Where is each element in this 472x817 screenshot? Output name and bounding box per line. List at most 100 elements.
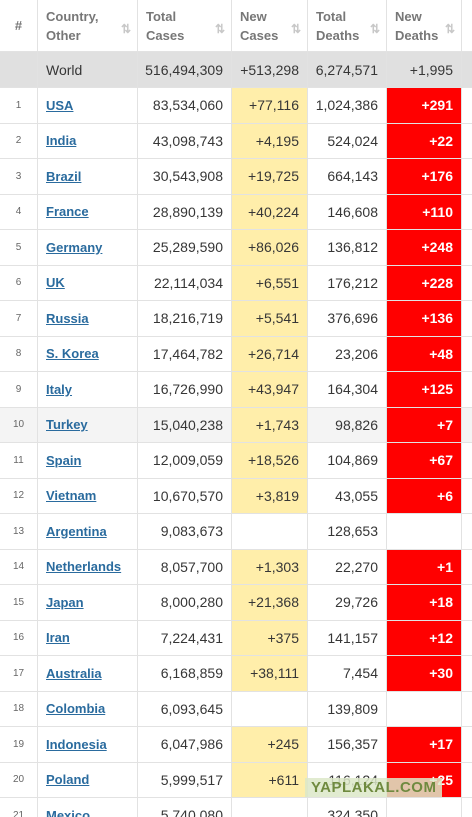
column-header-text[interactable]: New Cases [240, 8, 279, 43]
country-link[interactable]: Italy [38, 372, 138, 408]
new-cases-text: +26,714 [248, 345, 299, 362]
total-deaths-text: 43,055 [335, 487, 378, 504]
new-cases: +6,551 [232, 265, 308, 301]
country-link-text[interactable]: Germany [46, 239, 103, 255]
country-link-text[interactable]: Poland [46, 772, 90, 788]
country-link[interactable]: Russia [38, 301, 138, 337]
new-cases-text: +3,819 [255, 487, 299, 504]
row-index: 7 [0, 301, 38, 337]
country-link[interactable]: Vietnam [38, 478, 138, 514]
new-deaths-text: +18 [429, 594, 453, 611]
row-index-text: 14 [12, 561, 25, 573]
sort-icon[interactable]: ⇅ [290, 22, 301, 36]
country-link[interactable]: Poland [38, 762, 138, 798]
column-header-text[interactable]: New Deaths [395, 8, 439, 43]
sort-icon[interactable]: ⇅ [444, 22, 455, 36]
country-link[interactable]: Germany [38, 230, 138, 266]
total-deaths-text: 164,304 [327, 381, 378, 398]
new-cases: +86,026 [232, 230, 308, 266]
row-index-text: 13 [12, 525, 25, 537]
country-link-text[interactable]: Japan [46, 594, 84, 610]
total-cases: 5,999,517 [138, 762, 232, 798]
country-link[interactable]: India [38, 123, 138, 159]
new-cases [232, 514, 308, 550]
column-header[interactable]: Country, Other ⇅ [38, 0, 138, 52]
total-cases: 10,670,570 [138, 478, 232, 514]
country-link-text[interactable]: Netherlands [46, 559, 122, 575]
country-link-text[interactable]: Brazil [46, 168, 82, 184]
column-header[interactable]: Total Cases ⇅ [138, 0, 232, 52]
country-link[interactable]: Indonesia [38, 727, 138, 763]
total-deaths: 664,143 [308, 159, 387, 195]
total-deaths: 139,809 [308, 691, 387, 727]
country-link[interactable]: France [38, 194, 138, 230]
sort-icon[interactable]: ⇅ [369, 22, 380, 36]
row-index-text: 20 [12, 774, 25, 786]
total-cases: 6,093,645 [138, 691, 232, 727]
country-link[interactable]: Argentina [38, 514, 138, 550]
country-link-text[interactable]: UK [46, 275, 65, 291]
country-link[interactable]: Brazil [38, 159, 138, 195]
country-link[interactable]: Colombia [38, 691, 138, 727]
country-link-text[interactable]: Spain [46, 452, 82, 468]
column-header-text[interactable]: Country, Other [46, 8, 99, 43]
total-deaths: 7,454 [308, 656, 387, 692]
new-deaths-text: +30 [429, 665, 453, 682]
country-link-text[interactable]: Mexico [46, 807, 91, 817]
new-cases: +26,714 [232, 336, 308, 372]
country-link[interactable]: Australia [38, 656, 138, 692]
country-link[interactable]: S. Korea [38, 336, 138, 372]
country-link-text[interactable]: S. Korea [46, 346, 99, 362]
country-link[interactable]: USA [38, 88, 138, 124]
country-link[interactable]: Iran [38, 620, 138, 656]
country-link-text[interactable]: Argentina [46, 523, 107, 539]
row-index-text: 2 [15, 135, 22, 147]
new-cases: +18,526 [232, 443, 308, 479]
total-deaths: 1,024,386 [308, 88, 387, 124]
country-link-text[interactable]: Russia [46, 310, 89, 326]
country-link-text[interactable]: Turkey [46, 417, 88, 433]
total-cases-text: 28,890,139 [152, 203, 223, 220]
new-deaths: +48 [387, 336, 462, 372]
new-deaths-text: +176 [421, 168, 453, 185]
country-link-text[interactable]: Vietnam [46, 488, 97, 504]
country-link[interactable]: Spain [38, 443, 138, 479]
new-deaths-text: +228 [421, 274, 453, 291]
country-link[interactable]: Netherlands [38, 549, 138, 585]
sort-icon[interactable]: ⇅ [214, 22, 225, 36]
country-link-text[interactable]: Italy [46, 381, 73, 397]
row-index-text: 10 [12, 419, 25, 431]
world-value: 6,274,571 [308, 52, 387, 88]
country-link[interactable]: Mexico [38, 798, 138, 817]
new-cases: +4,195 [232, 123, 308, 159]
new-cases-text: +18,526 [248, 452, 299, 469]
total-cases: 8,000,280 [138, 585, 232, 621]
country-link-text[interactable]: Colombia [46, 701, 106, 717]
row-index-text: 18 [12, 703, 25, 715]
column-header-text[interactable]: Total Deaths [316, 8, 360, 43]
country-link-text[interactable]: USA [46, 97, 74, 113]
column-header[interactable]: New Deaths ⇅ [387, 0, 462, 52]
column-header[interactable]: Total Deaths ⇅ [308, 0, 387, 52]
total-cases-text: 15,040,238 [152, 416, 223, 433]
total-deaths-text: 524,024 [327, 132, 378, 149]
column-header-text[interactable]: Total Cases [146, 8, 185, 43]
filler [462, 798, 472, 817]
country-link[interactable]: Turkey [38, 407, 138, 443]
filler [462, 763, 472, 798]
country-link-text[interactable]: Indonesia [46, 736, 107, 752]
country-link[interactable]: UK [38, 265, 138, 301]
country-link-text[interactable]: India [46, 133, 77, 149]
total-cases-text: 30,543,908 [152, 168, 223, 185]
total-cases: 83,534,060 [138, 88, 232, 124]
country-link-text[interactable]: France [46, 204, 89, 220]
total-deaths: 524,024 [308, 123, 387, 159]
country-link-text[interactable]: Iran [46, 630, 70, 646]
world-value: 516,494,309 [138, 52, 232, 88]
sort-icon[interactable]: ⇅ [120, 22, 131, 36]
country-link[interactable]: Japan [38, 585, 138, 621]
country-link-text[interactable]: Australia [46, 665, 102, 681]
total-deaths-text: 22,270 [335, 558, 378, 575]
column-header[interactable]: New Cases ⇅ [232, 0, 308, 52]
